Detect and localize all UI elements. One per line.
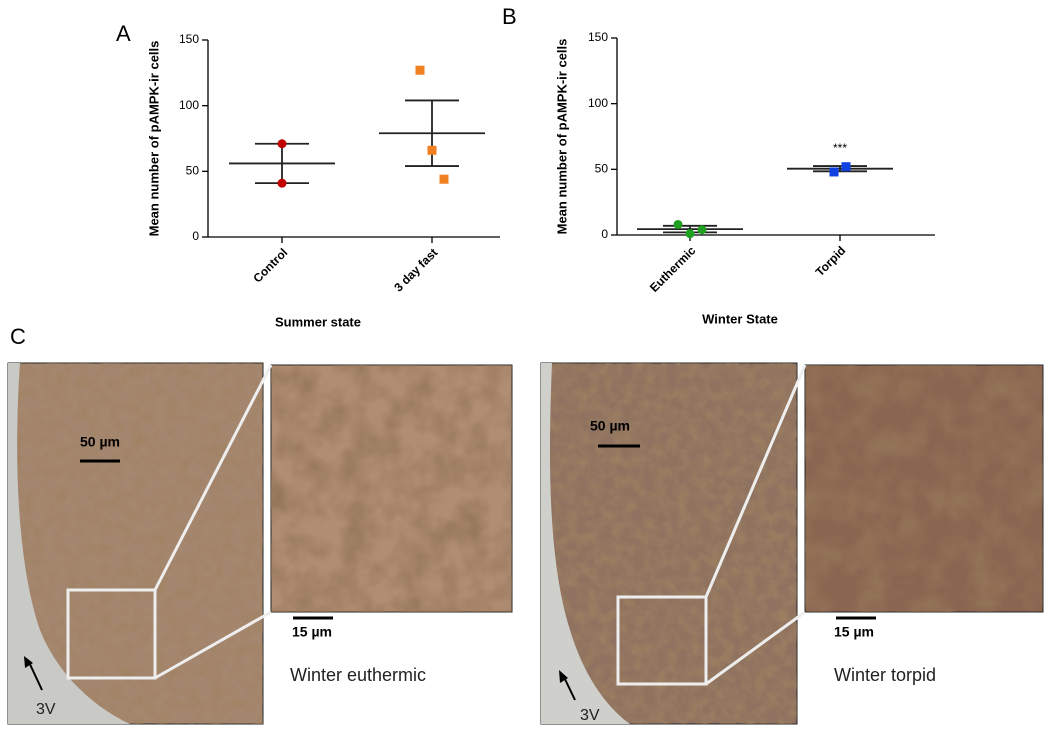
x-tick-label: Control xyxy=(250,245,290,285)
scale-label: 50 µm xyxy=(590,418,630,434)
texture xyxy=(271,365,512,612)
micrograph-torpid: 50 µm 15 µm Winter torpid 3V xyxy=(540,362,1044,725)
zoom-box xyxy=(616,595,708,686)
panel-label: A xyxy=(116,21,131,46)
y-axis-title: Mean number of pAMPK-ir cells xyxy=(554,39,569,235)
scale-label: 50 µm xyxy=(80,434,120,450)
zoom-line xyxy=(704,364,807,598)
ventricle-label: 3V xyxy=(580,707,600,724)
caption: Winter euthermic xyxy=(290,665,426,685)
panel-label: C xyxy=(10,324,26,349)
zoom-line xyxy=(705,610,806,686)
ventricle-label: 3V xyxy=(36,701,56,718)
annotation: *** xyxy=(833,141,847,155)
y-tick-label: 50 xyxy=(186,164,200,178)
y-tick-label: 150 xyxy=(588,30,608,44)
point xyxy=(415,65,425,75)
x-tick-label: Euthermic xyxy=(647,243,699,295)
point xyxy=(685,229,695,239)
y-tick-label: 100 xyxy=(179,98,199,112)
point xyxy=(439,174,449,184)
ventricle xyxy=(541,363,630,724)
panel-label: B xyxy=(502,4,517,29)
x-tick-label: Torpid xyxy=(813,243,849,279)
y-axis-title: Mean number of pAMPK-ir cells xyxy=(146,41,161,237)
texture xyxy=(805,365,1043,612)
point xyxy=(277,178,287,188)
ventricle xyxy=(8,363,130,724)
y-tick-label: 50 xyxy=(595,162,609,176)
zoom-box xyxy=(66,588,157,680)
scale-label: 15 µm xyxy=(292,624,332,640)
arrow xyxy=(27,659,43,691)
y-tick-label: 100 xyxy=(588,96,608,110)
texture xyxy=(541,363,797,724)
point xyxy=(427,145,437,155)
point xyxy=(841,162,851,172)
y-tick-label: 0 xyxy=(601,227,608,241)
x-axis-title: Summer state xyxy=(275,314,361,329)
point xyxy=(277,139,287,149)
point xyxy=(697,225,707,235)
micrograph-euthermic: 50 µm 15 µm Winter euthermic 3V xyxy=(7,362,513,725)
point xyxy=(673,219,683,229)
x-axis-title: Winter State xyxy=(702,311,778,326)
zoom-line xyxy=(154,610,272,680)
zoom-line xyxy=(153,364,273,591)
y-tick-label: 0 xyxy=(192,229,199,243)
scale-label: 15 µm xyxy=(834,624,874,640)
arrow-head xyxy=(24,656,33,668)
y-tick-label: 150 xyxy=(179,32,199,46)
caption: Winter torpid xyxy=(834,665,936,685)
arrow-head xyxy=(559,670,568,683)
x-tick-label: 3 day fast xyxy=(391,245,440,294)
point xyxy=(829,167,839,177)
